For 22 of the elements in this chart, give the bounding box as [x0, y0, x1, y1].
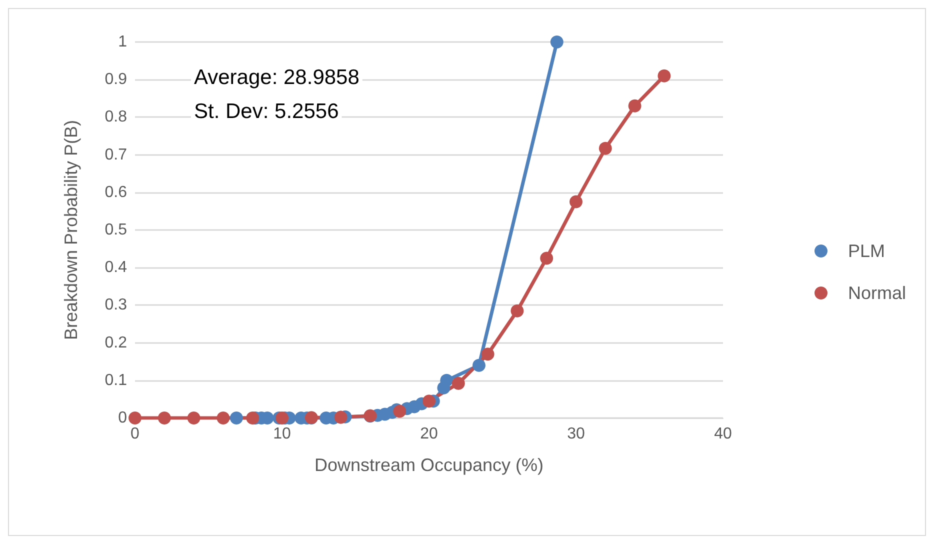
y-tick-label: 1	[118, 34, 128, 50]
x-axis-title: Downstream Occupancy (%)	[314, 455, 544, 475]
y-tick-label: 0.1	[104, 372, 128, 389]
y-tick-label: 0.8	[104, 108, 128, 126]
x-tick-label: 40	[714, 426, 732, 442]
x-tick-label: 0	[130, 426, 140, 442]
legend-label: PLM	[848, 241, 886, 261]
y-tick-label: 0	[118, 410, 128, 426]
y-tick-label: 0.5	[104, 222, 128, 238]
annotation: St. Dev: 5.2556	[194, 100, 339, 123]
y-tick-label: 0.3	[104, 296, 128, 314]
y-axis-title: Breakdown Probability P(B)	[61, 120, 81, 340]
y-tick-label: 0.9	[104, 71, 128, 88]
x-tick-label: 30	[567, 426, 585, 442]
y-tick-label: 0.4	[104, 259, 128, 276]
y-tick-label: 0.2	[104, 334, 128, 352]
x-tick-label: 20	[420, 426, 438, 442]
y-tick-label: 0.6	[104, 184, 128, 201]
y-tick-label: 0.7	[104, 146, 128, 164]
x-tick-label: 10	[273, 426, 291, 442]
legend-label: Normal	[848, 283, 906, 303]
annotation: Average: 28.9858	[194, 66, 360, 89]
